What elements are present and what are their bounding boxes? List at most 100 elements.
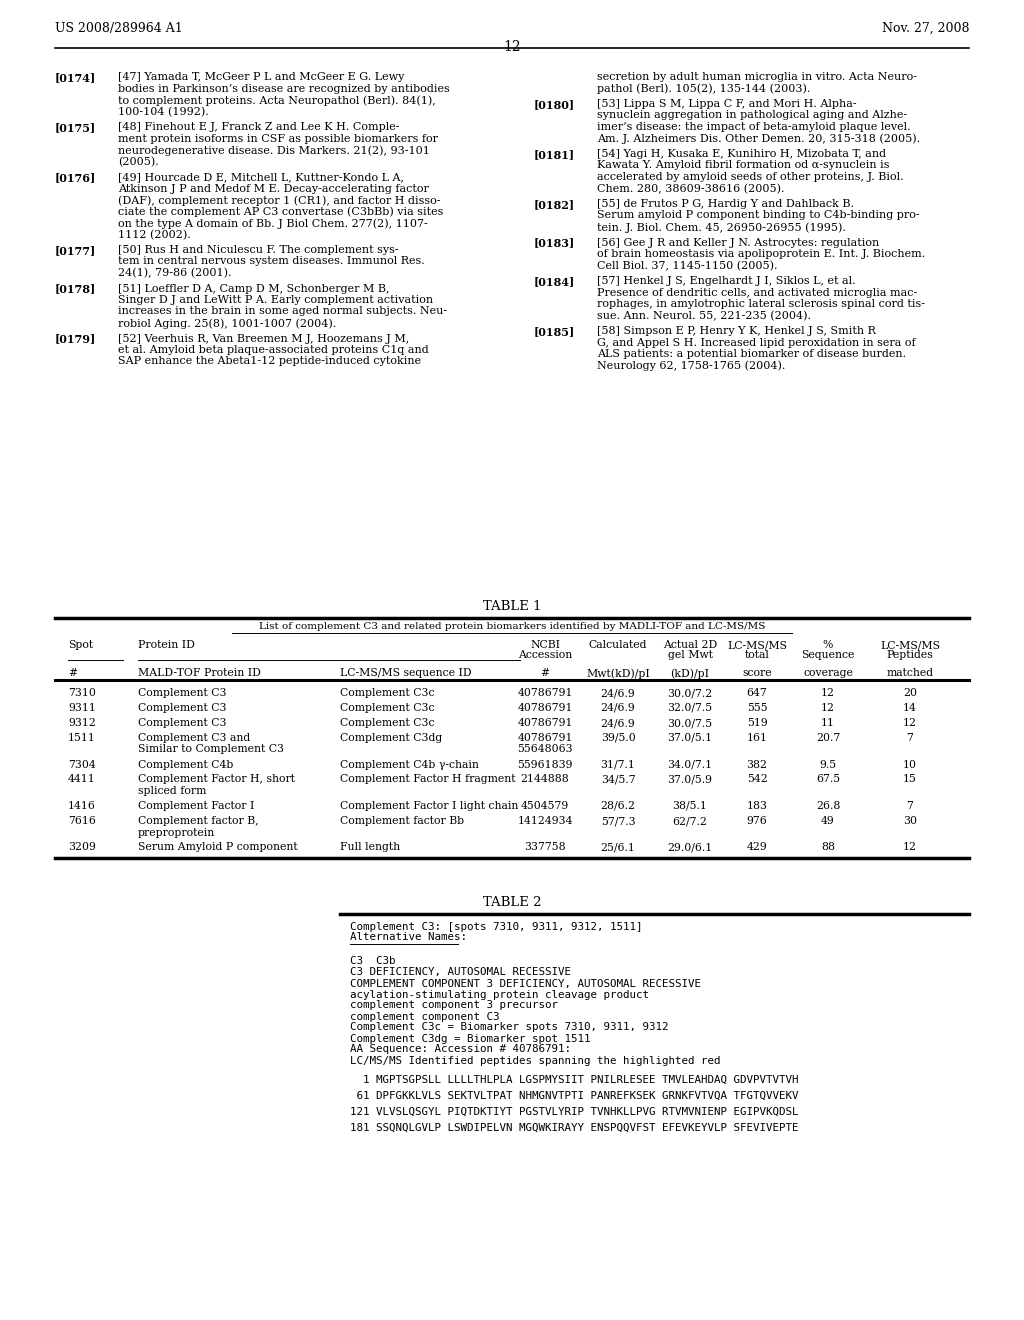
- Text: LC-MS/MS: LC-MS/MS: [880, 640, 940, 649]
- Text: [51] Loeffler D A, Camp D M, Schonberger M B,: [51] Loeffler D A, Camp D M, Schonberger…: [118, 284, 389, 293]
- Text: Complement Factor H fragment: Complement Factor H fragment: [340, 775, 515, 784]
- Text: 14124934: 14124934: [517, 816, 572, 826]
- Text: Presence of dendritic cells, and activated microglia mac-: Presence of dendritic cells, and activat…: [597, 288, 918, 297]
- Text: [0179]: [0179]: [55, 334, 96, 345]
- Text: [54] Yagi H, Kusaka E, Kunihiro H, Mizobata T, and: [54] Yagi H, Kusaka E, Kunihiro H, Mizob…: [597, 149, 886, 158]
- Text: 3209: 3209: [68, 842, 96, 853]
- Text: [0185]: [0185]: [534, 326, 575, 337]
- Text: Chem. 280, 38609-38616 (2005).: Chem. 280, 38609-38616 (2005).: [597, 183, 784, 194]
- Text: secretion by adult human microglia in vitro. Acta Neuro-: secretion by adult human microglia in vi…: [597, 73, 918, 82]
- Text: neurodegenerative disease. Dis Markers. 21(2), 93-101: neurodegenerative disease. Dis Markers. …: [118, 145, 430, 156]
- Text: Spot: Spot: [68, 640, 93, 649]
- Text: 37.0/5.9: 37.0/5.9: [668, 775, 713, 784]
- Text: Complement Factor I light chain: Complement Factor I light chain: [340, 801, 518, 810]
- Text: 12: 12: [903, 842, 918, 853]
- Text: Singer D J and LeWitt P A. Early complement activation: Singer D J and LeWitt P A. Early complem…: [118, 294, 433, 305]
- Text: Complement C3 and: Complement C3 and: [138, 733, 250, 743]
- Text: 2144888: 2144888: [520, 775, 569, 784]
- Text: pathol (Berl). 105(2), 135-144 (2003).: pathol (Berl). 105(2), 135-144 (2003).: [597, 83, 810, 94]
- Text: 976: 976: [746, 816, 767, 826]
- Text: Serum Amyloid P component: Serum Amyloid P component: [138, 842, 298, 853]
- Text: Similar to Complement C3: Similar to Complement C3: [138, 744, 284, 755]
- Text: 32.0/7.5: 32.0/7.5: [668, 704, 713, 713]
- Text: Serum amyloid P component binding to C4b-binding pro-: Serum amyloid P component binding to C4b…: [597, 210, 920, 220]
- Text: 37.0/5.1: 37.0/5.1: [668, 733, 713, 743]
- Text: Cell Biol. 37, 1145-1150 (2005).: Cell Biol. 37, 1145-1150 (2005).: [597, 260, 777, 271]
- Text: Nov. 27, 2008: Nov. 27, 2008: [882, 22, 969, 36]
- Text: tein. J. Biol. Chem. 45, 26950-26955 (1995).: tein. J. Biol. Chem. 45, 26950-26955 (19…: [597, 222, 846, 232]
- Text: [58] Simpson E P, Henry Y K, Henkel J S, Smith R: [58] Simpson E P, Henry Y K, Henkel J S,…: [597, 326, 876, 337]
- Text: 1112 (2002).: 1112 (2002).: [118, 230, 190, 240]
- Text: ment protein isoforms in CSF as possible biomarkers for: ment protein isoforms in CSF as possible…: [118, 133, 438, 144]
- Text: LC-MS/MS: LC-MS/MS: [727, 640, 787, 649]
- Text: Complement factor Bb: Complement factor Bb: [340, 816, 464, 826]
- Text: 9.5: 9.5: [819, 759, 837, 770]
- Text: 39/5.0: 39/5.0: [601, 733, 635, 743]
- Text: 24(1), 79-86 (2001).: 24(1), 79-86 (2001).: [118, 268, 231, 279]
- Text: acylation-stimulating protein cleavage product: acylation-stimulating protein cleavage p…: [350, 990, 649, 999]
- Text: 1416: 1416: [68, 801, 96, 810]
- Text: 67.5: 67.5: [816, 775, 840, 784]
- Text: Complement C3: Complement C3: [138, 688, 226, 698]
- Text: 121 VLVSLQSGYL PIQTDKTIYT PGSTVLYRIP TVNHKLLPVG RTVMVNIENP EGIPVKQDSL: 121 VLVSLQSGYL PIQTDKTIYT PGSTVLYRIP TVN…: [350, 1106, 799, 1117]
- Text: Complement C3dg: Complement C3dg: [340, 733, 442, 743]
- Text: [53] Lippa S M, Lippa C F, and Mori H. Alpha-: [53] Lippa S M, Lippa C F, and Mori H. A…: [597, 99, 857, 110]
- Text: increases in the brain in some aged normal subjects. Neu-: increases in the brain in some aged norm…: [118, 306, 447, 317]
- Text: Mwt(kD)/pI: Mwt(kD)/pI: [586, 668, 650, 678]
- Text: of brain homeostasis via apolipoprotein E. Int. J. Biochem.: of brain homeostasis via apolipoprotein …: [597, 249, 926, 259]
- Text: 161: 161: [746, 733, 768, 743]
- Text: 24/6.9: 24/6.9: [601, 704, 635, 713]
- Text: 1 MGPTSGPSLL LLLLTHLPLA LGSPMYSIIT PNILRLESEE TMVLEAHDAQ GDVPVTVTVH: 1 MGPTSGPSLL LLLLTHLPLA LGSPMYSIIT PNILR…: [350, 1074, 799, 1085]
- Text: 40786791: 40786791: [517, 718, 572, 729]
- Text: 382: 382: [746, 759, 768, 770]
- Text: 20.7: 20.7: [816, 733, 840, 743]
- Text: Complement factor B,: Complement factor B,: [138, 816, 259, 826]
- Text: 9311: 9311: [68, 704, 96, 713]
- Text: 61 DPFGKKLVLS SEKTVLTPAT NHMGNVTPTI PANREFKSEK GRNKFVTVQA TFGTQVVEKV: 61 DPFGKKLVLS SEKTVLTPAT NHMGNVTPTI PANR…: [350, 1090, 799, 1101]
- Text: TABLE 1: TABLE 1: [482, 601, 542, 612]
- Text: 30.0/7.5: 30.0/7.5: [668, 718, 713, 729]
- Text: Complement C4b: Complement C4b: [138, 759, 233, 770]
- Text: Full length: Full length: [340, 842, 400, 853]
- Text: 12: 12: [821, 688, 835, 698]
- Text: 30.0/7.2: 30.0/7.2: [668, 688, 713, 698]
- Text: complement component C3: complement component C3: [350, 1011, 500, 1022]
- Text: [0174]: [0174]: [55, 73, 96, 83]
- Text: gel Mwt: gel Mwt: [668, 649, 713, 660]
- Text: COMPLEMENT COMPONENT 3 DEFICIENCY, AUTOSOMAL RECESSIVE: COMPLEMENT COMPONENT 3 DEFICIENCY, AUTOS…: [350, 978, 701, 989]
- Text: Neurology 62, 1758-1765 (2004).: Neurology 62, 1758-1765 (2004).: [597, 360, 785, 371]
- Text: (2005).: (2005).: [118, 157, 159, 166]
- Text: ALS patients: a potential biomarker of disease burden.: ALS patients: a potential biomarker of d…: [597, 348, 906, 359]
- Text: Complement Factor I: Complement Factor I: [138, 801, 254, 810]
- Text: ciate the complement AP C3 convertase (C3bBb) via sites: ciate the complement AP C3 convertase (C…: [118, 206, 443, 216]
- Text: 519: 519: [746, 718, 767, 729]
- Text: score: score: [742, 668, 772, 678]
- Text: Alternative Names:: Alternative Names:: [350, 932, 467, 942]
- Text: 14: 14: [903, 704, 916, 713]
- Text: [0180]: [0180]: [534, 99, 575, 110]
- Text: 49: 49: [821, 816, 835, 826]
- Text: 647: 647: [746, 688, 767, 698]
- Text: 40786791: 40786791: [517, 704, 572, 713]
- Text: US 2008/289964 A1: US 2008/289964 A1: [55, 22, 182, 36]
- Text: sue. Ann. Neurol. 55, 221-235 (2004).: sue. Ann. Neurol. 55, 221-235 (2004).: [597, 310, 811, 321]
- Text: #: #: [541, 668, 550, 678]
- Text: 40786791: 40786791: [517, 733, 572, 743]
- Text: 15: 15: [903, 775, 916, 784]
- Text: 555: 555: [746, 704, 767, 713]
- Text: 7304: 7304: [68, 759, 96, 770]
- Text: [0176]: [0176]: [55, 172, 96, 183]
- Text: 12: 12: [821, 704, 835, 713]
- Text: accelerated by amyloid seeds of other proteins, J. Biol.: accelerated by amyloid seeds of other pr…: [597, 172, 903, 182]
- Text: [47] Yamada T, McGeer P L and McGeer E G. Lewy: [47] Yamada T, McGeer P L and McGeer E G…: [118, 73, 404, 82]
- Text: Complement C3c: Complement C3c: [340, 704, 434, 713]
- Text: [48] Finehout E J, Franck Z and Lee K H. Comple-: [48] Finehout E J, Franck Z and Lee K H.…: [118, 121, 399, 132]
- Text: #: #: [68, 668, 77, 678]
- Text: 38/5.1: 38/5.1: [673, 801, 708, 810]
- Text: Complement C3: Complement C3: [138, 704, 226, 713]
- Text: MALD-TOF Protein ID: MALD-TOF Protein ID: [138, 668, 261, 678]
- Text: Complement C3c = Biomarker spots 7310, 9311, 9312: Complement C3c = Biomarker spots 7310, 9…: [350, 1023, 669, 1032]
- Text: (DAF), complement receptor 1 (CR1), and factor H disso-: (DAF), complement receptor 1 (CR1), and …: [118, 195, 440, 206]
- Text: 12: 12: [903, 718, 918, 729]
- Text: 29.0/6.1: 29.0/6.1: [668, 842, 713, 853]
